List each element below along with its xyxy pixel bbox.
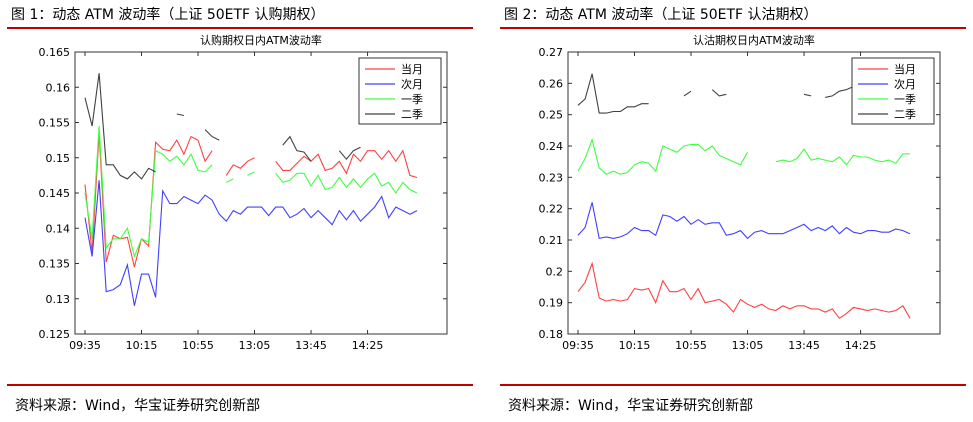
x-tick-label: 13:45	[295, 339, 327, 352]
figure-2: 图 2：动态 ATM 波动率（上证 50ETF 认沽期权） 认沽期权日内ATM波…	[500, 0, 966, 422]
y-tick-label: 0.14	[46, 222, 71, 235]
figure-1-top-rule	[7, 27, 473, 29]
figure-2-top-rule	[500, 27, 966, 29]
legend-label-3: 一季	[401, 93, 423, 106]
x-tick-label: 10:15	[126, 339, 158, 352]
legend-label-2: 次月	[894, 77, 916, 91]
y-tick-label: 0.15	[46, 152, 71, 165]
y-tick-label: 0.13	[46, 293, 71, 306]
legend-label-4: 二季	[401, 108, 423, 121]
y-tick-label: 0.24	[539, 140, 564, 153]
y-tick-label: 0.26	[539, 77, 564, 90]
figure-1-caption: 图 1：动态 ATM 波动率（上证 50ETF 认购期权）	[11, 7, 325, 23]
legend-label-4: 二季	[894, 108, 916, 121]
legend-label-1: 当月	[894, 62, 916, 76]
x-tick-label: 14:25	[845, 339, 877, 352]
legend-label-3: 一季	[894, 93, 916, 106]
series-line-3	[577, 137, 910, 175]
legend-label-2: 次月	[401, 77, 423, 91]
x-tick-label: 09:35	[69, 339, 101, 352]
x-tick-label: 10:55	[182, 339, 214, 352]
x-tick-label: 14:25	[352, 339, 384, 352]
y-tick-label: 0.125	[39, 328, 71, 341]
series-line-4	[577, 73, 861, 114]
series-line-3	[84, 125, 418, 259]
series-line-1	[84, 133, 418, 268]
series-line-2	[84, 180, 418, 306]
x-tick-label: 13:05	[732, 339, 764, 352]
figure-2-bottom-rule	[500, 384, 966, 386]
series-line-2	[577, 202, 911, 240]
figure-2-caption: 图 2：动态 ATM 波动率（上证 50ETF 认沽期权）	[504, 7, 818, 23]
series-line-1	[577, 261, 911, 320]
y-tick-label: 0.19	[539, 297, 564, 310]
y-tick-label: 0.23	[539, 171, 564, 184]
legend-box	[358, 57, 442, 125]
y-tick-label: 0.16	[46, 81, 71, 94]
y-tick-label: 0.22	[539, 203, 564, 216]
series-line-4	[84, 73, 361, 180]
legend-label-1: 当月	[401, 62, 423, 76]
put-atm-volatility-chart: 认沽期权日内ATM波动率 0.18 0.19 0.2 0.21 0.22 0.23 0.24 0…	[539, 33, 941, 352]
y-tick-label: 0.25	[539, 109, 564, 122]
figure-1: 图 1：动态 ATM 波动率（上证 50ETF 认购期权） 认购期权日内ATM波…	[7, 0, 473, 422]
chart-title: 认沽期权日内ATM波动率	[693, 33, 815, 47]
y-tick-label: 0.21	[539, 234, 564, 247]
chart-title: 认购期权日内ATM波动率	[200, 33, 322, 47]
figure-1-source: 资料来源：Wind，华宝证券研究创新部	[15, 398, 261, 414]
y-tick-label: 0.155	[39, 117, 71, 130]
x-tick-label: 13:45	[788, 339, 820, 352]
y-tick-label: 0.18	[539, 328, 564, 341]
y-tick-label: 0.27	[539, 46, 564, 59]
y-tick-label: 0.145	[39, 187, 71, 200]
figure-1-bottom-rule	[7, 384, 473, 386]
figure-2-source: 资料来源：Wind，华宝证券研究创新部	[508, 398, 754, 414]
y-tick-label: 0.2	[546, 265, 564, 278]
y-tick-label: 0.135	[39, 258, 71, 271]
call-atm-volatility-chart: 认购期权日内ATM波动率 0.125 0.13 0.135 0.14 0.145 0.15 0…	[39, 33, 448, 352]
x-tick-label: 10:55	[675, 339, 707, 352]
x-tick-label: 13:05	[239, 339, 271, 352]
x-tick-label: 10:15	[619, 339, 651, 352]
x-tick-label: 09:35	[562, 339, 594, 352]
y-tick-label: 0.165	[39, 46, 71, 59]
